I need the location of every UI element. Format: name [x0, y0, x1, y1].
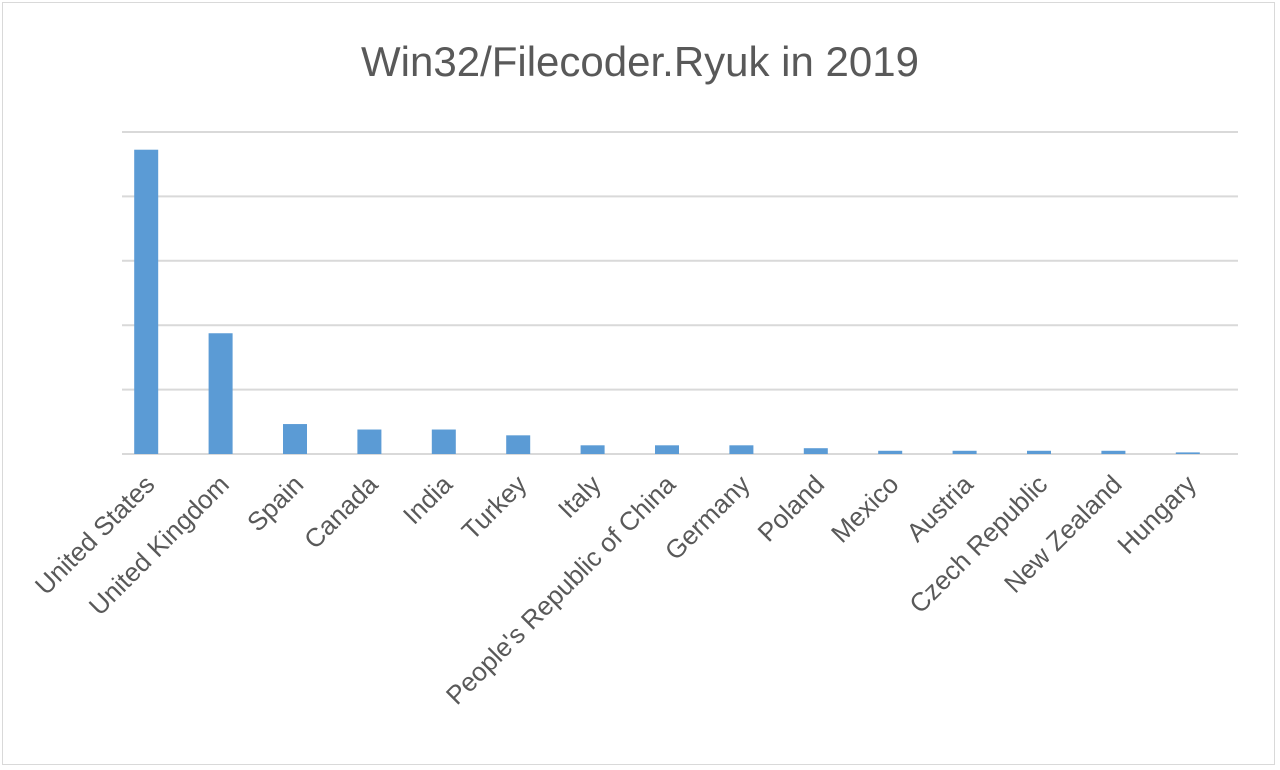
bar	[655, 445, 679, 454]
x-tick-label: Spain	[241, 469, 309, 537]
bar	[729, 445, 754, 454]
bar	[878, 450, 903, 454]
bar	[580, 445, 605, 454]
bar	[1175, 452, 1200, 454]
bar	[1101, 450, 1126, 454]
bar	[134, 149, 159, 454]
bar	[1027, 450, 1051, 454]
bar	[208, 333, 233, 454]
x-tick-label: Mexico	[825, 469, 904, 548]
bar	[803, 448, 828, 454]
x-tick-label: Turkey	[456, 469, 533, 546]
bar	[283, 424, 307, 454]
bar	[952, 450, 977, 454]
bar	[357, 429, 382, 454]
gridlines	[122, 131, 1238, 455]
x-tick-label: Poland	[752, 469, 830, 547]
x-tick-label: India	[397, 469, 458, 530]
x-tick-label: Canada	[298, 469, 384, 555]
x-tick-label: Hungary	[1111, 469, 1202, 560]
chart-title: Win32/Filecoder.Ryuk in 2019	[361, 38, 919, 85]
x-tick-label: Italy	[552, 469, 607, 524]
bar	[431, 429, 456, 454]
bar	[506, 435, 531, 454]
bars	[134, 149, 1200, 454]
